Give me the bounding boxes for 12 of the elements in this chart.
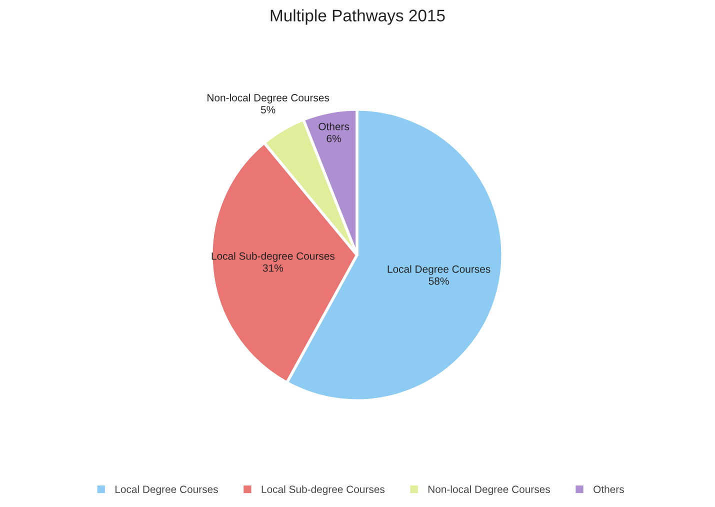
data-label: 58% <box>428 277 449 285</box>
slice-label: Others <box>318 122 350 130</box>
data-label: 5% <box>260 106 276 114</box>
chart-title: Multiple Pathways 2015 <box>270 9 445 25</box>
slice-label: Non-local Degree Courses <box>208 94 330 104</box>
data-label: 6% <box>326 134 341 142</box>
legend-label: Local Degree Courses <box>116 485 218 496</box>
legend-label: Others <box>594 485 624 494</box>
legend-label: Non-local Degree Courses <box>428 485 550 496</box>
data-label: 31% <box>262 264 283 272</box>
legend-label: Local Sub-degree Courses <box>262 485 385 496</box>
slice-label: Local Degree Courses <box>388 265 490 275</box>
